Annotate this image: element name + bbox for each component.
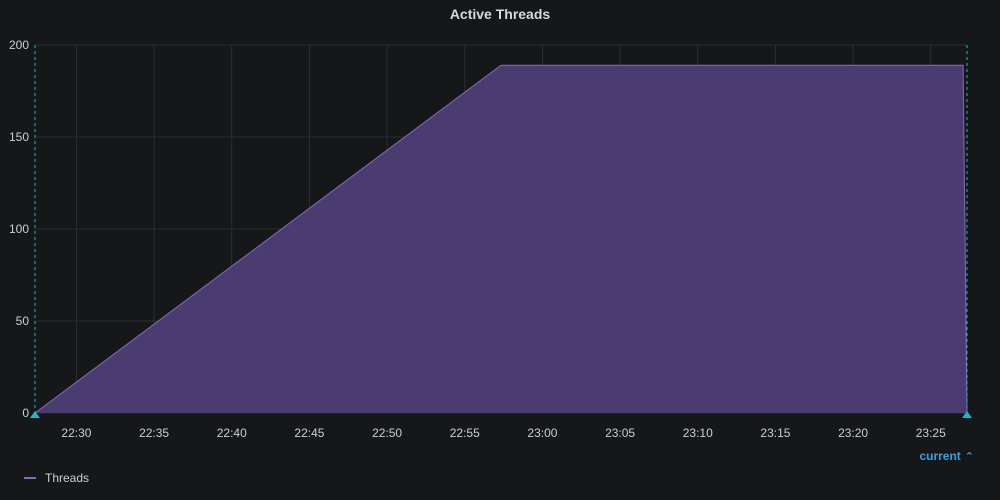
x-tick-label: 23:05 [605, 426, 635, 440]
legend-series-swatch[interactable] [24, 477, 36, 479]
series-line [34, 64, 968, 414]
x-tick-label: 22:40 [217, 426, 247, 440]
legend: Threads [24, 471, 89, 485]
time-marker-triangle-icon [30, 411, 40, 418]
y-tick-label: 200 [9, 38, 29, 52]
series-area [34, 64, 968, 414]
x-tick-label: 22:30 [61, 426, 91, 440]
y-tick-label: 150 [9, 130, 29, 144]
x-tick-label: 23:25 [916, 426, 946, 440]
y-tick-label: 100 [9, 222, 29, 236]
time-markers [30, 45, 972, 418]
x-tick-label: 22:55 [450, 426, 480, 440]
legend-series-label[interactable]: Threads [45, 471, 90, 485]
x-tick-label: 23:15 [760, 426, 790, 440]
chevron-up-icon: ⌃ [964, 451, 974, 463]
x-axis: 22:30 22:35 22:40 22:45 22:50 22:55 23:00 23:05… [61, 426, 946, 440]
x-tick-label: 22:45 [294, 426, 324, 440]
series-area-fill [35, 65, 967, 414]
y-tick-label: 0 [22, 406, 29, 420]
panel-title[interactable]: Active Threads [449, 6, 551, 22]
x-tick-label: 22:35 [139, 426, 169, 440]
y-tick-label: 50 [16, 314, 30, 328]
x-tick-label: 23:00 [527, 426, 557, 440]
time-marker-triangle-icon [962, 411, 972, 418]
legend-sort-label: current [919, 449, 961, 463]
x-tick-label: 22:50 [372, 426, 402, 440]
y-axis: 0 50 100 150 200 [9, 38, 29, 420]
x-tick-label: 23:20 [838, 426, 868, 440]
x-tick-label: 23:10 [683, 426, 713, 440]
legend-sort-toggle[interactable]: current ⌃ [919, 449, 974, 463]
